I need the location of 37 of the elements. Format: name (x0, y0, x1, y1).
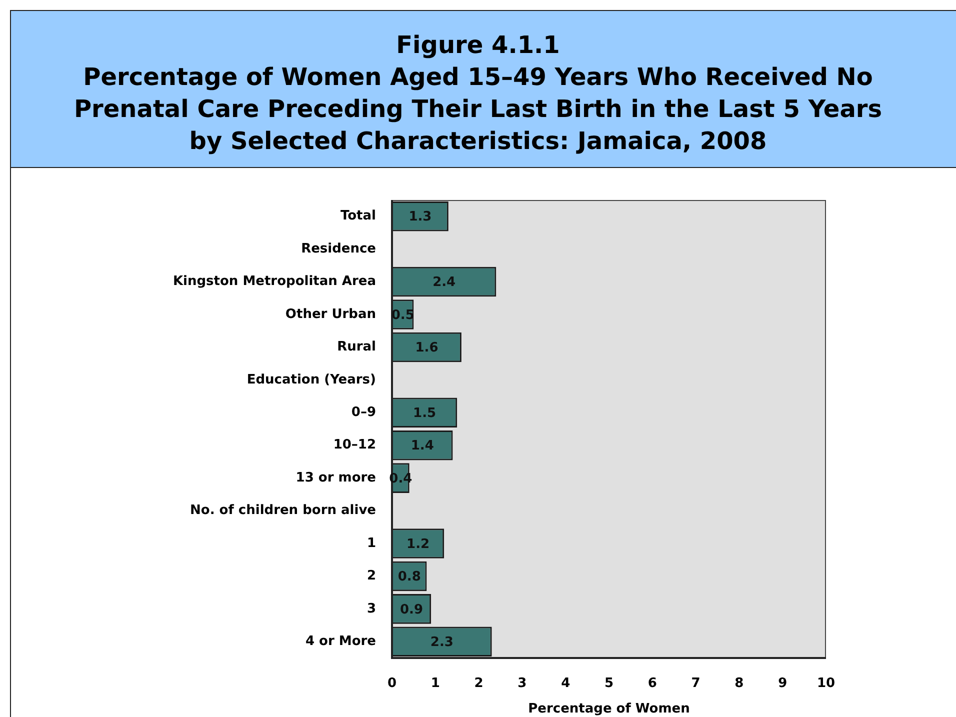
y-tick-label: Education (Years) (246, 372, 376, 388)
y-tick-label: 4 or More (305, 634, 376, 650)
y-tick-label: 10–12 (333, 438, 376, 453)
y-tick-label: Kingston Metropolitan Area (172, 274, 376, 290)
data-label: 2.3 (430, 635, 454, 650)
x-tick-label: 4 (561, 676, 570, 692)
y-tick-label: 0–9 (351, 405, 376, 420)
y-tick-label: Residence (301, 241, 376, 256)
y-tick-label: No. of children born alive (190, 503, 376, 518)
x-tick-label: 8 (734, 676, 744, 692)
y-tick-label: Total (340, 208, 376, 224)
y-tick-label: 2 (366, 568, 376, 584)
x-tick-label: 6 (648, 676, 657, 692)
chart-subtitle: Percentage of Women Aged 15–49 Years Who Received No Prenatal Care Preceding Their Last Birth in the Last 5 Years by Selected Characteristics: Jamaica, 2008 (72, 62, 884, 157)
x-axis-title: Percentage of Women (528, 702, 690, 717)
x-tick-label: 9 (778, 676, 788, 692)
data-label: 1.3 (408, 210, 432, 225)
data-label: 0.9 (400, 602, 424, 618)
data-label: 1.2 (406, 536, 430, 552)
y-tick-label: Rural (337, 340, 376, 355)
data-label: 0.8 (398, 570, 421, 585)
data-label: 1.5 (413, 406, 436, 422)
x-tick-label: 5 (604, 676, 614, 692)
x-tick-label: 1 (430, 676, 440, 692)
y-tick-label: 1 (366, 536, 376, 551)
x-tick-label: 3 (518, 676, 527, 692)
x-tick-label: 0 (387, 676, 397, 692)
x-tick-label: 2 (474, 676, 484, 692)
data-label: 1.6 (415, 340, 438, 356)
data-label: 1.4 (410, 438, 434, 454)
x-tick-label: 7 (691, 676, 700, 692)
chart-title: Figure 4.1.1 (395, 30, 561, 61)
x-tick-label: 10 (816, 676, 836, 692)
y-tick-label: 3 (366, 601, 376, 616)
data-label: 2.4 (432, 275, 456, 290)
y-tick-label: 13 or more (296, 470, 376, 486)
y-tick-label: Other Urban (285, 306, 376, 322)
